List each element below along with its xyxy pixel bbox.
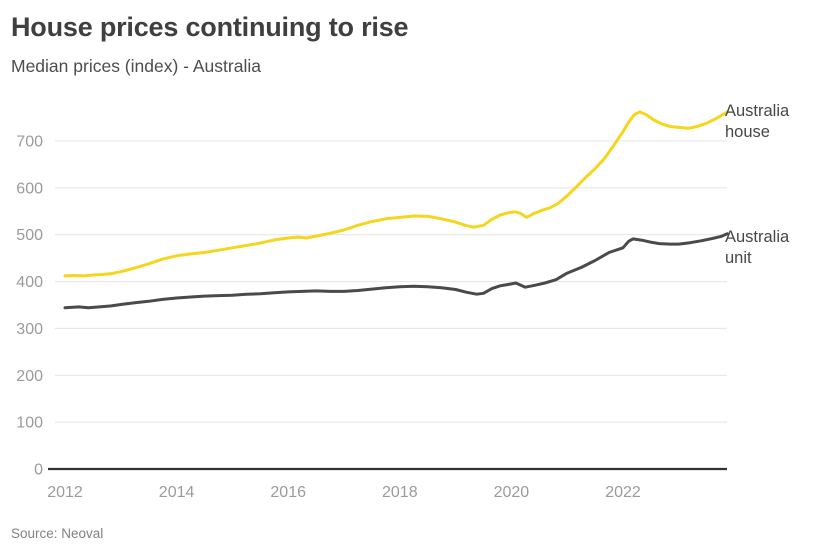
series-line-australia-unit <box>63 232 729 310</box>
y-axis-tick-label: 200 <box>16 368 43 385</box>
y-axis-tick-label: 700 <box>16 134 43 151</box>
y-axis-tick-label: 0 <box>34 462 43 479</box>
source-note: Source: Neoval <box>11 526 104 541</box>
series-line-australia-house <box>63 110 729 278</box>
x-axis-tick-label: 2012 <box>47 484 83 501</box>
series-label-australia-house: Australia house <box>725 102 790 141</box>
y-axis-tick-label: 600 <box>16 180 43 197</box>
y-axis-tick-label: 500 <box>16 227 43 244</box>
x-axis-tick-label: 2020 <box>494 484 530 501</box>
x-axis-tick-label: 2022 <box>605 484 641 501</box>
chart-subtitle: Median prices (index) - Australia <box>11 56 261 76</box>
series-label-australia-unit: Australia unit <box>725 228 790 267</box>
y-axis-tick-label: 400 <box>16 274 43 291</box>
y-axis-tick-label: 100 <box>16 415 43 432</box>
y-axis-tick-label: 300 <box>16 321 43 338</box>
x-axis-tick-label: 2016 <box>270 484 306 501</box>
chart-title: House prices continuing to rise <box>11 12 409 42</box>
x-axis-tick-label: 2014 <box>159 484 195 501</box>
x-axis-tick-label: 2018 <box>382 484 418 501</box>
